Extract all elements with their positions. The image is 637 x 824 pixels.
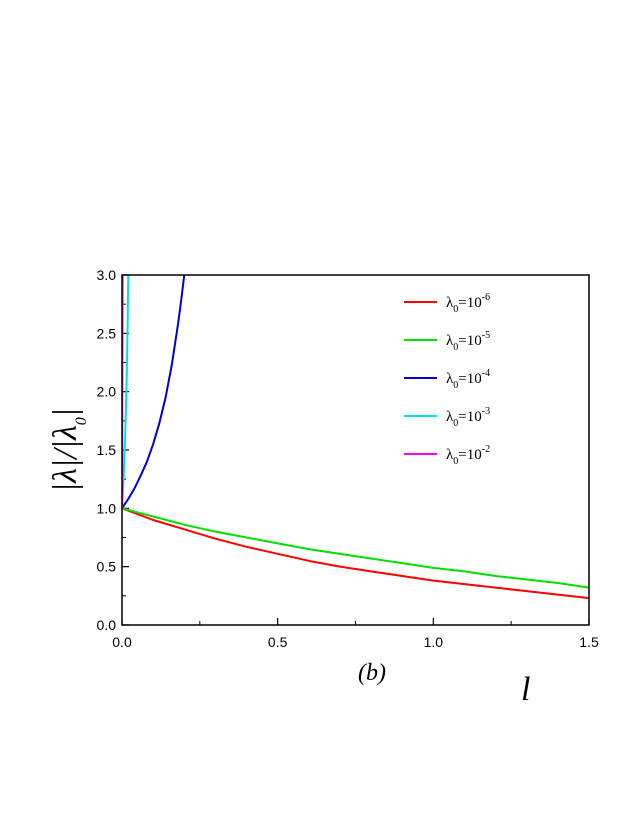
legend-superscript: -6 bbox=[482, 292, 490, 303]
legend-lambda: λ bbox=[446, 295, 454, 311]
series-line-3 bbox=[122, 275, 130, 509]
x-tick-label: 0.0 bbox=[112, 634, 132, 650]
legend-superscript: -2 bbox=[482, 444, 490, 455]
legend-subscript: 0 bbox=[453, 380, 458, 391]
legend-lambda: λ bbox=[446, 371, 454, 387]
legend-superscript: -4 bbox=[482, 368, 490, 379]
y-tick-label: 1.5 bbox=[97, 442, 117, 458]
x-tick-labels: 0.0 0.5 1.0 1.5 bbox=[112, 634, 599, 650]
legend-label-3: λ0=10-3 bbox=[446, 406, 490, 429]
y-axis-label-main: |λ|/|λ bbox=[47, 425, 84, 492]
plot-frame bbox=[121, 274, 590, 626]
legend-lambda: λ bbox=[446, 333, 454, 349]
legend-equals: =10 bbox=[458, 371, 481, 387]
y-axis-label-sub: 0 bbox=[73, 417, 90, 425]
legend-label-0: λ0=10-6 bbox=[446, 292, 490, 315]
y-axis-label-close: | bbox=[47, 408, 84, 417]
y-tick-labels: 0.0 0.5 1.0 1.5 2.0 2.5 3.0 bbox=[97, 267, 117, 633]
major-ticks bbox=[121, 274, 590, 626]
legend-equals: =10 bbox=[458, 333, 481, 349]
y-tick-label: 2.5 bbox=[97, 325, 117, 341]
series-line-2 bbox=[122, 275, 186, 509]
legend-lambda: λ bbox=[446, 447, 454, 463]
series-layer bbox=[122, 275, 589, 600]
y-tick-label: 3.0 bbox=[97, 267, 117, 283]
panel-label: (b) bbox=[358, 660, 386, 686]
legend-label-1: λ0=10-5 bbox=[446, 330, 490, 353]
legend-label-4: λ0=10-2 bbox=[446, 444, 490, 467]
legend: λ0=10-6λ0=10-5λ0=10-4λ0=10-3λ0=10-2 bbox=[404, 292, 490, 467]
legend-lambda: λ bbox=[446, 409, 454, 425]
x-tick-label: 0.5 bbox=[268, 634, 288, 650]
legend-equals: =10 bbox=[458, 409, 481, 425]
legend-label-2: λ0=10-4 bbox=[446, 368, 490, 391]
legend-subscript: 0 bbox=[453, 342, 458, 353]
y-tick-label: 0.5 bbox=[97, 559, 117, 575]
y-axis-label: |λ|/|λ0| bbox=[47, 408, 90, 492]
y-tick-label: 1.0 bbox=[97, 500, 117, 516]
legend-subscript: 0 bbox=[453, 456, 458, 467]
x-tick-label: 1.0 bbox=[424, 634, 444, 650]
series-line-0 bbox=[122, 507, 589, 600]
legend-superscript: -5 bbox=[482, 330, 490, 341]
series-line-1 bbox=[122, 507, 589, 589]
x-tick-label: 1.5 bbox=[579, 634, 599, 650]
legend-subscript: 0 bbox=[453, 418, 458, 429]
y-tick-label: 2.0 bbox=[97, 384, 117, 400]
legend-subscript: 0 bbox=[453, 304, 458, 315]
legend-equals: =10 bbox=[458, 447, 481, 463]
y-tick-label: 0.0 bbox=[97, 617, 117, 633]
legend-superscript: -3 bbox=[482, 406, 490, 417]
x-axis-label: l bbox=[521, 671, 530, 708]
legend-equals: =10 bbox=[458, 295, 481, 311]
